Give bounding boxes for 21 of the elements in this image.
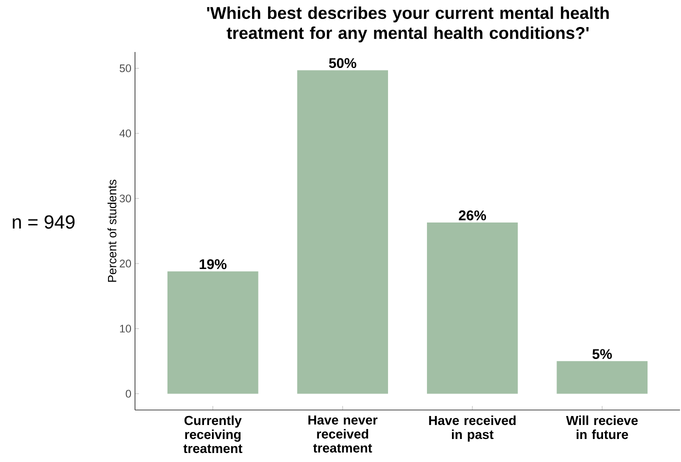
- bar: [297, 70, 388, 394]
- data-label: 50%: [329, 58, 356, 68]
- x-tick-label: Have never received treatment: [308, 416, 378, 453]
- x-tick-label: Will recieve in future: [566, 416, 638, 440]
- y-tick-label: 30: [120, 194, 132, 202]
- text: n = 949: [12, 215, 75, 229]
- bar: [556, 361, 648, 394]
- y-axis-title: Percent of students: [108, 180, 116, 282]
- x-tick-label: Currently receiving treatment: [183, 416, 242, 454]
- x-tick-label: Have received in past: [429, 416, 516, 442]
- chart-title: 'Which best describes your current mental health treatment for any mental health conditions?': [207, 6, 609, 42]
- data-label: 19%: [200, 259, 226, 270]
- bar: [426, 222, 518, 394]
- y-tick-label: 10: [120, 324, 132, 333]
- bar: [167, 271, 258, 394]
- y-tick-label: 0: [126, 390, 132, 398]
- y-tick-label: 40: [119, 129, 132, 138]
- data-label: 5%: [592, 349, 612, 359]
- y-tick-label: 20: [120, 260, 132, 268]
- data-label: 26%: [458, 210, 486, 220]
- y-tick-label: 50: [120, 64, 132, 72]
